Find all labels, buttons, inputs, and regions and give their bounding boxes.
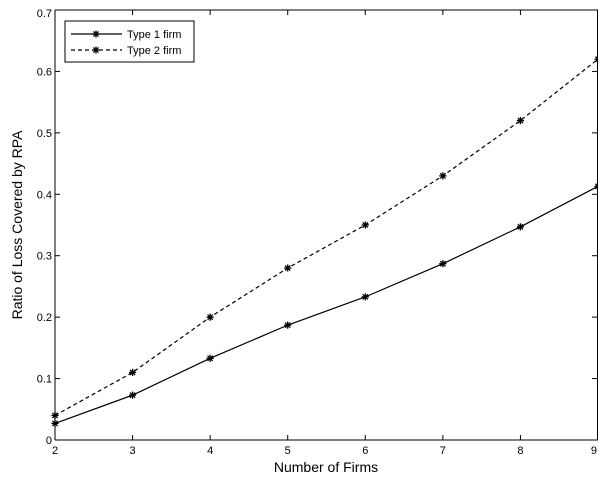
legend: Type 1 firm Type 2 firm (64, 20, 195, 63)
x-tick-label: 4 (207, 445, 213, 457)
data-point (594, 55, 598, 63)
data-point (439, 260, 447, 268)
data-point (439, 172, 447, 180)
x-tick-label: 7 (440, 445, 446, 457)
legend-entry: Type 1 firm (71, 29, 181, 41)
data-point (128, 368, 137, 377)
x-tick-label: 2 (52, 445, 58, 457)
data-point (361, 293, 369, 301)
x-tick-label: 9 (591, 445, 597, 457)
x-axis-title: Number of Firms (274, 459, 378, 475)
legend-label: Type 2 firm (127, 45, 181, 57)
y-tick-label: 0.2 (37, 312, 52, 324)
series-line (54, 185, 598, 424)
y-tick-label: 0.5 (37, 128, 52, 140)
y-axis-title: Ratio of Loss Covered by RPA (9, 130, 25, 319)
data-point (516, 116, 525, 125)
legend-entry: Type 2 firm (71, 45, 181, 57)
legend-marker (92, 30, 100, 38)
x-tick-label: 3 (130, 445, 136, 457)
x-tick-label: 6 (362, 445, 368, 457)
data-point (516, 223, 525, 231)
data-point (206, 354, 214, 362)
series-line (54, 58, 598, 416)
series-1 (51, 182, 598, 428)
x-tick-label: 5 (285, 445, 291, 457)
y-tick-label: 0.3 (37, 251, 52, 263)
y-tick-label: 0.7 (37, 8, 52, 20)
data-point (128, 391, 137, 399)
y-tick-label: 0.1 (37, 374, 52, 386)
y-tick-label: 0.4 (37, 189, 52, 201)
x-tick-label: 8 (517, 445, 523, 457)
y-tick-label: 0 (46, 435, 52, 447)
series-layer (51, 55, 598, 428)
data-point (284, 321, 292, 329)
data-point (206, 313, 214, 321)
data-point (594, 182, 598, 190)
legend-box (64, 20, 195, 63)
legend-marker (92, 46, 100, 54)
y-tick-label: 0.6 (37, 66, 52, 78)
plot-area (55, 10, 598, 440)
data-point (284, 264, 292, 272)
data-point (361, 221, 369, 229)
series-2 (51, 55, 598, 420)
legend-label: Type 1 firm (127, 29, 181, 41)
